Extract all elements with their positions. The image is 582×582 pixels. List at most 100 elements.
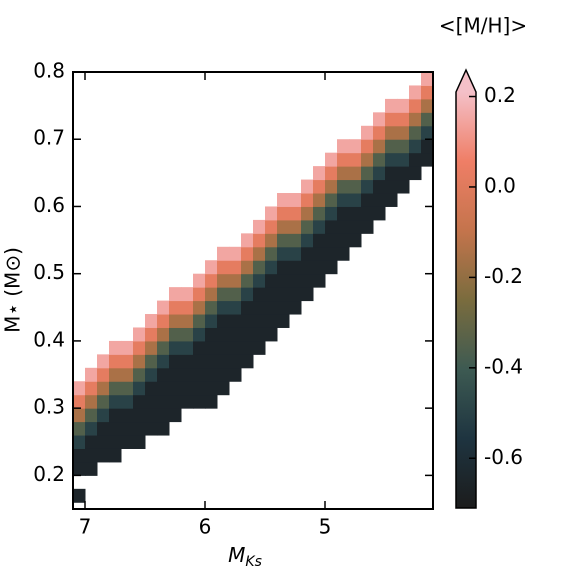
heat-cell: [265, 327, 278, 342]
y-tick-label: 0.7: [33, 126, 65, 150]
heat-cell: [205, 354, 218, 369]
heat-cell: [385, 166, 398, 181]
heat-cell: [217, 246, 230, 261]
heat-cell: [97, 448, 110, 463]
heat-cell: [265, 219, 278, 234]
heat-cell: [193, 354, 206, 369]
heat-cell: [145, 394, 158, 409]
heat-cell: [73, 488, 86, 503]
heat-cell: [205, 287, 218, 302]
heat-cell: [349, 219, 362, 234]
heat-cell: [337, 246, 350, 261]
heat-cell: [241, 287, 254, 302]
heat-cell: [277, 246, 290, 261]
heat-cell: [361, 166, 374, 181]
heat-cell: [373, 166, 386, 181]
heat-cell: [253, 219, 266, 234]
heat-cell: [349, 139, 362, 154]
y-tick-label: 0.4: [33, 327, 65, 351]
heat-cell: [301, 219, 314, 234]
heat-cell: [409, 98, 422, 113]
heat-cell: [133, 381, 146, 396]
heat-cell: [241, 273, 254, 288]
heat-cell: [313, 246, 326, 261]
heat-cell: [109, 448, 122, 463]
heat-cell: [277, 300, 290, 315]
heat-cell: [337, 233, 350, 248]
heat-cell: [337, 166, 350, 181]
heat-cell: [361, 193, 374, 207]
heat-cell: [109, 394, 122, 409]
heat-cell: [349, 206, 362, 221]
heat-cell: [409, 85, 422, 100]
heat-cell: [241, 260, 254, 275]
heat-cell: [361, 152, 374, 167]
heat-cell: [133, 354, 146, 369]
heat-cell: [133, 367, 146, 382]
heat-cell: [217, 327, 230, 342]
heat-cell: [313, 260, 326, 275]
heat-cell: [325, 246, 338, 261]
heat-cell: [289, 300, 302, 315]
heat-cell: [301, 273, 314, 288]
heat-cell: [373, 139, 386, 154]
heat-cell: [361, 139, 374, 154]
heat-cell: [373, 206, 386, 221]
heat-cell: [397, 98, 410, 113]
heat-cell: [157, 300, 170, 315]
heat-cell: [301, 193, 314, 207]
heat-cell: [181, 381, 194, 396]
heat-cell: [301, 233, 314, 248]
heat-cell: [145, 314, 158, 328]
heat-cell: [97, 435, 110, 449]
heat-cell: [265, 314, 278, 328]
heat-cell: [409, 139, 422, 154]
heat-cell: [181, 354, 194, 369]
heat-cell: [373, 152, 386, 167]
heat-cell: [289, 273, 302, 288]
heat-cell: [109, 354, 122, 369]
colorbar-tick-label: -0.2: [484, 264, 523, 288]
y-tick-label: 0.3: [33, 395, 65, 419]
heat-cell: [217, 340, 230, 355]
heat-cell: [373, 193, 386, 207]
heat-cell: [265, 206, 278, 221]
heat-cell: [193, 394, 206, 409]
heat-cell: [277, 287, 290, 302]
heat-cell: [421, 85, 434, 100]
heat-cell: [253, 273, 266, 288]
heat-cell: [97, 394, 110, 409]
heat-cell: [193, 314, 206, 328]
heat-cell: [181, 314, 194, 328]
colorbar-frame: [455, 68, 477, 509]
heat-cell: [325, 233, 338, 248]
heat-cell: [109, 421, 122, 436]
heat-cell: [409, 112, 422, 127]
heat-cell: [205, 260, 218, 275]
heat-cell: [169, 394, 182, 409]
heat-cell: [229, 354, 242, 369]
heat-cell: [121, 354, 134, 369]
heat-cell: [157, 421, 170, 436]
heat-cell: [253, 260, 266, 275]
heat-cell: [253, 246, 266, 261]
heat-cell: [277, 314, 290, 328]
heat-cell: [265, 246, 278, 261]
heat-cell: [85, 421, 98, 436]
heat-cell: [109, 367, 122, 382]
heat-cell: [97, 367, 110, 382]
heat-cell: [289, 246, 302, 261]
heat-cell: [277, 233, 290, 248]
heat-cell: [85, 461, 98, 476]
heat-cell: [253, 233, 266, 248]
heat-cell: [145, 340, 158, 355]
heat-cell: [301, 206, 314, 221]
heat-cell: [241, 327, 254, 342]
heat-cell: [73, 461, 86, 476]
heat-cell: [133, 421, 146, 436]
heat-cell: [253, 340, 266, 355]
heat-cell: [421, 139, 434, 154]
heat-cell: [277, 219, 290, 234]
heat-cell: [157, 381, 170, 396]
